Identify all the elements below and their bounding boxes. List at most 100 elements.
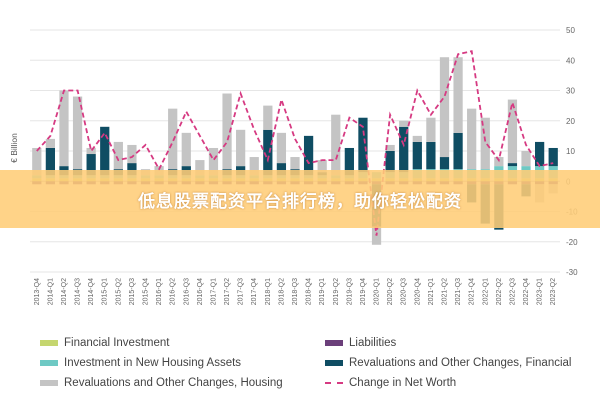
legend-swatch bbox=[40, 380, 58, 386]
bar-segment bbox=[399, 126, 409, 173]
bar-segment bbox=[317, 160, 327, 173]
x-tick-label: 2014-Q4 bbox=[88, 278, 95, 305]
x-tick-label: 2018-Q4 bbox=[306, 278, 313, 305]
bar-segment bbox=[181, 132, 191, 167]
x-tick-label: 2021-Q2 bbox=[441, 278, 448, 305]
x-tick-label: 2014-Q1 bbox=[47, 278, 54, 305]
x-tick-label: 2020-Q1 bbox=[374, 278, 381, 305]
x-tick-label: 2022-Q3 bbox=[509, 278, 516, 305]
bar-segment bbox=[385, 151, 395, 173]
bar-segment bbox=[331, 114, 341, 176]
gridlines bbox=[30, 29, 560, 273]
bar-segment bbox=[263, 129, 273, 176]
bar-segment bbox=[222, 93, 232, 170]
y-axis-ticks: -30-20-1001020304050 bbox=[566, 26, 578, 277]
x-tick-label: 2017-Q2 bbox=[224, 278, 231, 305]
bar-segment bbox=[548, 147, 558, 167]
x-tick-label: 2016-Q3 bbox=[183, 278, 190, 305]
legend-label: Financial Investment bbox=[64, 337, 170, 349]
legend-swatch bbox=[325, 340, 343, 346]
bar-segment bbox=[195, 160, 205, 176]
x-axis-ticks: 2013-Q4 2014-Q1 2014-Q2 2014-Q3 2014-Q4 2015-… bbox=[34, 278, 557, 305]
y-tick-label: 30 bbox=[566, 87, 575, 96]
legend-item-revaluations-financial: Revaluations and Other Changes, Financia… bbox=[325, 354, 571, 372]
y-tick-label: 20 bbox=[566, 117, 575, 126]
x-tick-label: 2020-Q4 bbox=[414, 278, 421, 305]
x-tick-label: 2018-Q2 bbox=[278, 278, 285, 305]
legend-item-new-housing: Investment in New Housing Assets bbox=[40, 354, 241, 372]
chart-plot: -30-20-1001020304050 2013-Q42014-Q12014-… bbox=[9, 26, 578, 305]
bar-segment bbox=[507, 99, 518, 164]
bar-segment bbox=[412, 141, 422, 170]
x-tick-label: 2018-Q3 bbox=[292, 278, 299, 305]
chart-legend: Financial Investment Liabilities Investm… bbox=[40, 334, 600, 394]
x-tick-label: 2022-Q2 bbox=[496, 278, 503, 305]
x-tick-label: 2021-Q3 bbox=[455, 278, 462, 305]
x-tick-label: 2019-Q2 bbox=[333, 278, 340, 305]
y-tick-label: 40 bbox=[566, 56, 575, 65]
legend-label: Investment in New Housing Assets bbox=[64, 357, 242, 369]
bar-segment bbox=[426, 141, 436, 170]
bar-segment bbox=[59, 90, 69, 167]
bar-segment bbox=[32, 147, 42, 176]
bar-segment bbox=[263, 105, 273, 130]
x-tick-label: 2015-Q3 bbox=[129, 278, 136, 305]
bar-segment bbox=[303, 135, 314, 176]
y-tick-label: 50 bbox=[566, 26, 575, 35]
legend-label: Revaluations and Other Changes, Financia… bbox=[349, 357, 572, 369]
bar-segment bbox=[439, 57, 450, 158]
legend-label: Revaluations and Other Changes, Housing bbox=[64, 377, 283, 389]
x-tick-label: 2016-Q4 bbox=[197, 278, 204, 305]
legend-item-financial-investment: Financial Investment bbox=[40, 334, 169, 352]
bar-segment bbox=[399, 120, 409, 127]
bar-segment bbox=[534, 141, 545, 167]
legend-swatch bbox=[40, 360, 58, 366]
bar-segment bbox=[249, 157, 259, 176]
legend-label: Change in Net Worth bbox=[349, 377, 457, 389]
bar-segment bbox=[385, 144, 395, 151]
bar-segment bbox=[208, 147, 219, 176]
net-worth-line-layer bbox=[36, 50, 554, 236]
bar-segment bbox=[113, 141, 123, 170]
promo-banner[interactable]: 低息股票配资平台排行榜，助你轻松配资 bbox=[0, 170, 600, 228]
legend-item-liabilities: Liabilities bbox=[325, 334, 396, 352]
bar-segment bbox=[480, 117, 490, 170]
bar-segment bbox=[358, 117, 368, 173]
bar-segment bbox=[453, 57, 463, 133]
bar-segment bbox=[86, 147, 96, 155]
bar-segment bbox=[344, 147, 354, 176]
x-tick-label: 2015-Q2 bbox=[115, 278, 122, 305]
y-axis-label: € Billion bbox=[9, 133, 19, 163]
legend-item-net-worth: Change in Net Worth bbox=[325, 374, 456, 392]
bar-segment bbox=[168, 108, 178, 170]
x-tick-label: 2023-Q1 bbox=[537, 278, 544, 305]
legend-item-revaluations-housing: Revaluations and Other Changes, Housing bbox=[40, 374, 283, 392]
bar-segment bbox=[453, 132, 463, 170]
x-tick-label: 2016-Q2 bbox=[170, 278, 177, 305]
bar-segment bbox=[467, 108, 477, 170]
x-tick-label: 2021-Q4 bbox=[469, 278, 476, 305]
x-tick-label: 2015-Q4 bbox=[143, 278, 150, 305]
legend-swatch bbox=[325, 360, 343, 366]
x-tick-label: 2022-Q1 bbox=[482, 278, 489, 305]
bar-segment bbox=[521, 151, 531, 167]
bar-segment bbox=[100, 126, 110, 176]
bar-segment bbox=[45, 138, 56, 148]
bar-segment bbox=[412, 135, 422, 142]
bar-segment bbox=[507, 163, 518, 167]
y-tick-label: -20 bbox=[566, 238, 578, 247]
bar-segment bbox=[290, 157, 300, 170]
legend-swatch bbox=[40, 340, 58, 346]
x-tick-label: 2017-Q1 bbox=[210, 278, 217, 305]
x-tick-label: 2016-Q1 bbox=[156, 278, 163, 305]
y-tick-label: 10 bbox=[566, 147, 575, 156]
bar-segment bbox=[86, 154, 96, 176]
x-tick-label: 2019-Q4 bbox=[360, 278, 367, 305]
x-tick-label: 2017-Q4 bbox=[251, 278, 258, 305]
x-tick-label: 2015-Q1 bbox=[102, 278, 109, 305]
x-tick-label: 2022-Q4 bbox=[523, 278, 530, 305]
bar-segment bbox=[426, 117, 436, 142]
legend-dashed-line bbox=[325, 382, 343, 384]
x-tick-label: 2013-Q4 bbox=[34, 278, 41, 305]
x-tick-label: 2020-Q3 bbox=[401, 278, 408, 305]
